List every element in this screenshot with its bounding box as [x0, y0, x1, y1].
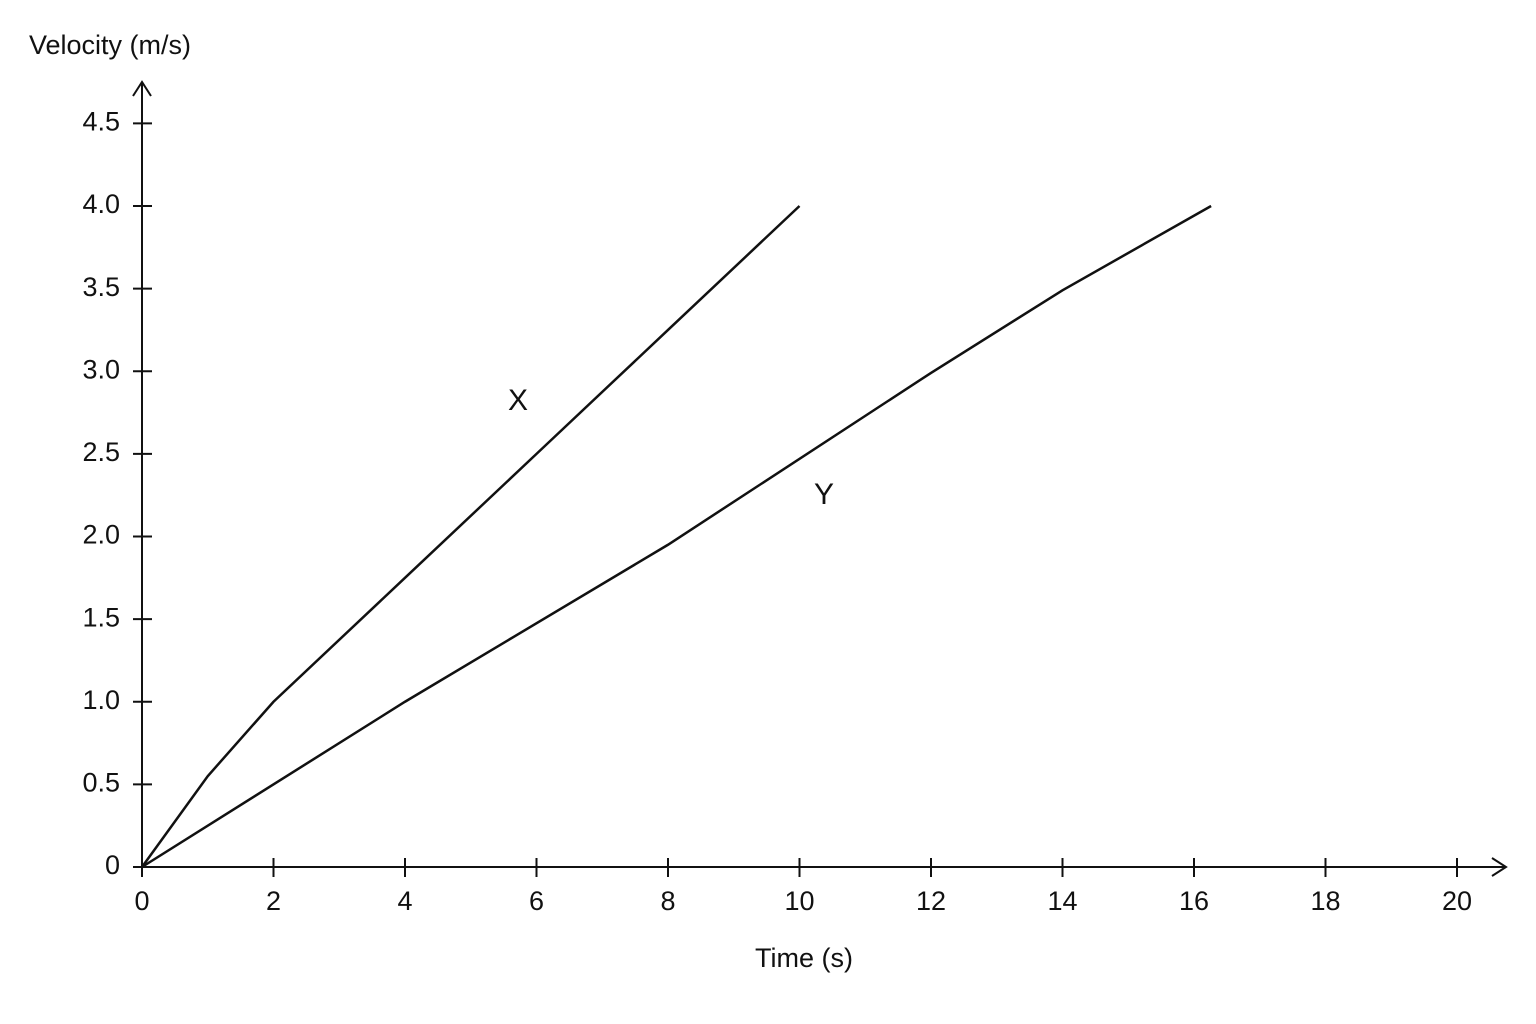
x-tick-label: 12: [916, 886, 946, 916]
data-line: [141, 204, 1212, 869]
y-tick-label: 0.5: [82, 768, 120, 798]
series-label: X: [508, 384, 528, 417]
y-tick-label: 4.0: [82, 189, 120, 219]
x-tick-label: 8: [660, 886, 675, 916]
y-tick-label: 3.0: [82, 354, 120, 384]
y-axis-title: Velocity (m/s): [29, 30, 191, 60]
series-label: Y: [814, 478, 834, 511]
x-tick-label: 16: [1179, 886, 1209, 916]
x-tick-label: 18: [1310, 886, 1340, 916]
x-tick-label: 4: [397, 886, 412, 916]
y-tick-label: 0: [105, 850, 120, 880]
y-tick-label: 1.0: [82, 685, 120, 715]
data-line: [140, 205, 801, 868]
y-axis: [132, 80, 152, 867]
x-tick-label: 6: [529, 886, 544, 916]
y-tick-label: 2.5: [82, 437, 120, 467]
y-tick-label: 2.0: [82, 520, 120, 550]
x-tick-label: 2: [266, 886, 281, 916]
x-tick-label: 10: [784, 886, 814, 916]
x-axis-title: Time (s): [755, 943, 853, 973]
y-tick-label: 1.5: [82, 602, 120, 632]
y-tick-label: 3.5: [82, 272, 120, 302]
x-tick-label: 14: [1047, 886, 1077, 916]
x-tick-label: 0: [134, 886, 149, 916]
x-tick-label: 20: [1442, 886, 1472, 916]
y-tick-label: 4.5: [82, 107, 120, 137]
x-axis: [142, 857, 1508, 877]
